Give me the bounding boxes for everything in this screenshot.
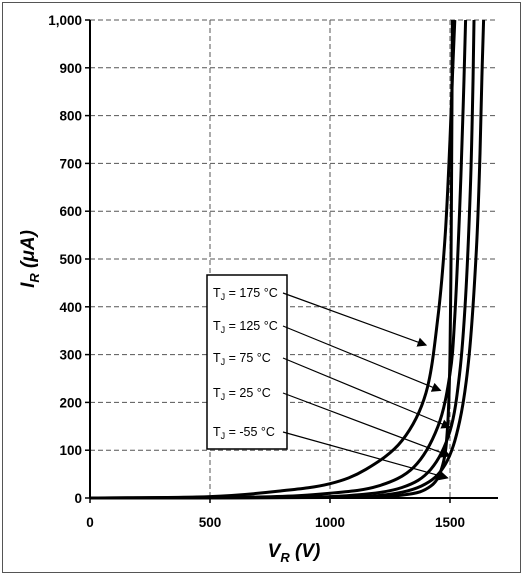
annotation-label: TJ = 75 °C [213,351,271,367]
axes [85,19,498,503]
annotation-arrow-3 [282,392,452,458]
y-tick-label: 1,000 [48,13,82,28]
annotation-label: TJ = 125 °C [213,319,278,335]
y-tick-labels: 0 100 200 300 400 500 600 700 800 900 1,000 [48,13,82,506]
y-tick-label: 500 [59,252,82,267]
y-tick-label: 300 [59,348,82,363]
annotation-arrow-4 [282,431,449,481]
series-line-0 [89,19,457,500]
x-axis-title: VR (V) [268,541,321,565]
annotation-arrow-2 [282,357,452,429]
x-tick-label: 1500 [435,515,465,530]
y-tick-label: 0 [74,491,82,506]
y-tick-label: 700 [59,156,82,171]
annotation-arrow-0 [282,292,428,347]
grid [90,19,498,498]
legend-box [206,274,288,450]
y-tick-label: 200 [59,395,82,410]
y-tick-label: 100 [59,443,82,458]
y-axis-title: IR (μA) [18,230,42,288]
y-tick-label: 600 [59,204,82,219]
annotations: TJ = 175 °C TJ = 125 °C TJ = 75 °C TJ = 25 … [206,274,452,481]
y-tick-label: 800 [59,109,82,124]
annotation-label: TJ = 25 °C [213,386,271,402]
chart-frame [2,2,521,573]
x-tick-label: 0 [86,515,94,530]
x-tick-label: 1000 [315,515,345,530]
annotation-label: TJ = 175 °C [213,286,278,302]
annotation-arrow-1 [282,325,442,392]
x-tick-label: 500 [199,515,222,530]
y-tick-label: 400 [59,300,82,315]
x-tick-labels: 0 500 1000 1500 [86,515,465,530]
annotation-label: TJ = -55 °C [213,425,275,441]
y-tick-label: 900 [59,61,82,76]
